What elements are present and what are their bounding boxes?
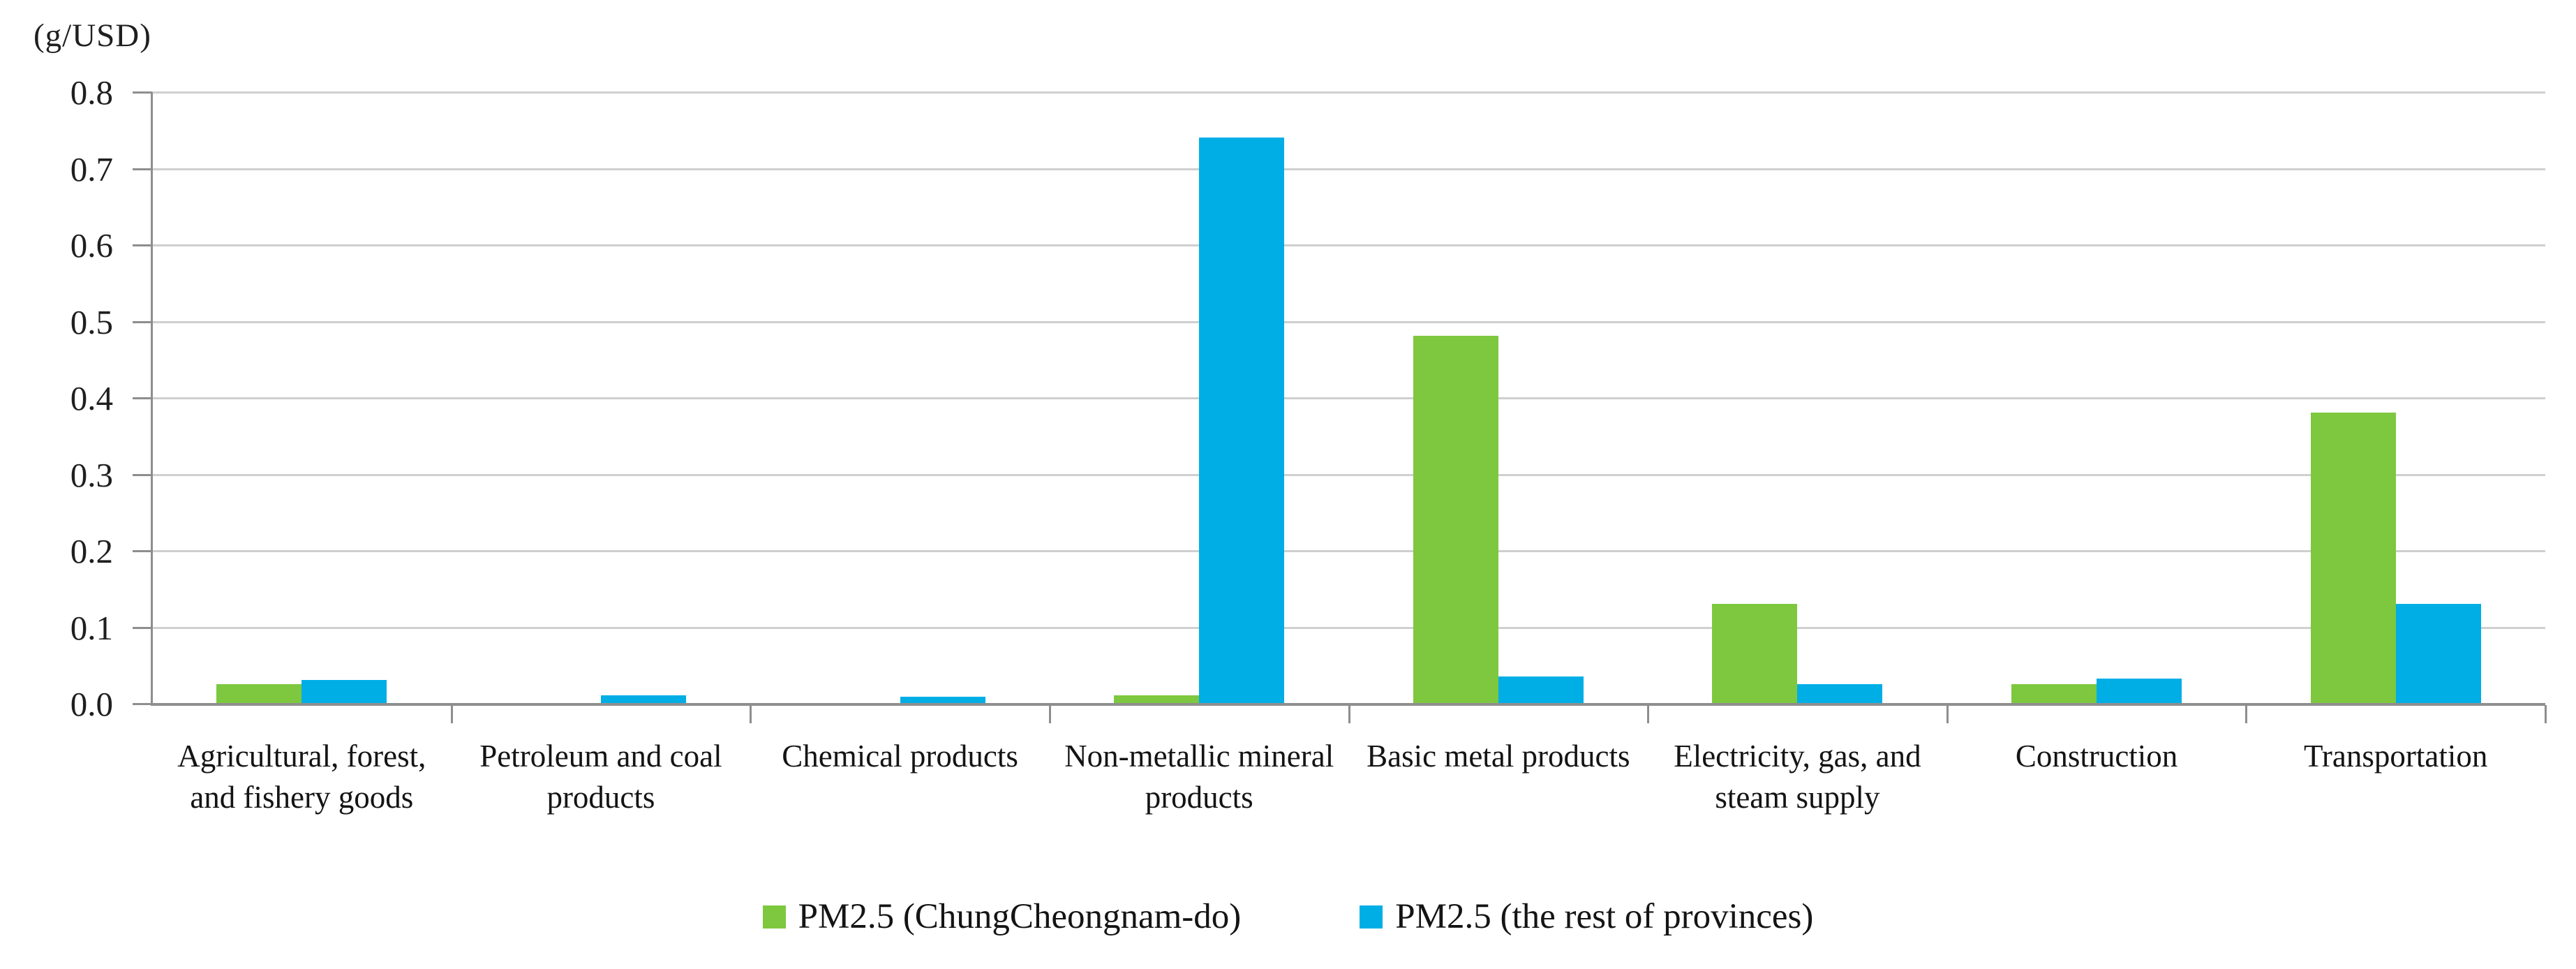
bar-group (2246, 92, 2545, 703)
y-axis-tick (133, 473, 152, 476)
legend-series-label: PM2.5 (ChungCheongnam-do) (798, 897, 1242, 936)
legend-item: PM2.5 (ChungCheongnam-do) (762, 896, 1242, 937)
bar-s1-c5 (1797, 683, 1883, 703)
gridline (152, 397, 2545, 399)
x-axis-category-label: Transportation (2304, 739, 2488, 774)
y-axis-tick (133, 244, 152, 246)
bar-group (1050, 92, 1349, 703)
gridline (152, 550, 2545, 552)
bar-s0-c5 (1712, 603, 1798, 703)
x-axis-category-label: Petroleum and coal products (479, 739, 722, 815)
bar-s0-c7 (2310, 412, 2396, 703)
bar-s1-c1 (600, 695, 686, 703)
legend: PM2.5 (ChungCheongnam-do) PM2.5 (the rest… (0, 896, 2576, 937)
y-axis-unit-label: (g/USD) (33, 17, 151, 54)
y-axis-tick (133, 397, 152, 399)
x-axis-category-label: Agricultural, forest, and fishery goods (177, 739, 426, 815)
x-axis-tick (1647, 705, 1650, 723)
y-axis-tick (133, 320, 152, 323)
bar-s1-c3 (1199, 137, 1285, 703)
legend-series-label: PM2.5 (the rest of provinces) (1395, 897, 1814, 936)
y-axis-tick-label: 0.2 (70, 532, 113, 570)
x-axis-tick (2245, 705, 2248, 723)
y-axis-line (151, 92, 153, 706)
bar-s1-c0 (301, 680, 387, 703)
bar-group (152, 92, 452, 703)
y-axis-tick-label: 0.8 (70, 73, 113, 112)
x-axis-category-label: Chemical products (782, 739, 1018, 774)
gridline (152, 626, 2545, 629)
x-axis-tick (1048, 705, 1051, 723)
bar-group (452, 92, 751, 703)
gridline (152, 320, 2545, 323)
x-axis-category-label: Electricity, gas, and steam supply (1674, 739, 1921, 815)
x-axis-category-label: Basic metal products (1367, 739, 1630, 774)
bar-s1-c2 (900, 697, 985, 703)
x-axis-category-label: Construction (2015, 739, 2178, 774)
bar-s0-c3 (1114, 695, 1200, 703)
y-axis-tick (133, 550, 152, 552)
legend-swatch-icon (1360, 905, 1383, 929)
bar-s1-c4 (1498, 676, 1584, 703)
y-axis-tick-label: 0.4 (70, 379, 113, 417)
x-axis-line (152, 703, 2545, 706)
bar-group (750, 92, 1050, 703)
x-axis-category-label: Non-metallic mineral products (1064, 739, 1334, 815)
bar-group (1349, 92, 1648, 703)
bar-s0-c0 (216, 683, 302, 703)
y-axis-tick-label: 0.6 (70, 226, 113, 265)
x-axis-tick (2545, 705, 2547, 723)
x-axis-tick (1946, 705, 1949, 723)
y-axis-tick-label: 0.5 (70, 302, 113, 341)
x-axis-tick (1348, 705, 1350, 723)
y-axis-tick (133, 168, 152, 170)
bar-group (1947, 92, 2247, 703)
legend-item: PM2.5 (the rest of provinces) (1360, 896, 1813, 937)
gridline (152, 91, 2545, 94)
y-axis-tick-label: 0.0 (70, 685, 113, 723)
bar-s1-c6 (2097, 678, 2182, 703)
gridline (152, 473, 2545, 476)
y-axis-tick-label: 0.7 (70, 149, 113, 188)
y-axis-tick (133, 91, 152, 94)
gridline (152, 244, 2545, 246)
bar-s0-c4 (1413, 336, 1498, 703)
y-axis-tick (133, 626, 152, 629)
legend-swatch-icon (762, 905, 786, 929)
y-axis-tick-label: 0.3 (70, 455, 113, 494)
gridline (152, 168, 2545, 170)
y-axis-tick-label: 0.1 (70, 608, 113, 647)
bar-group (1648, 92, 1947, 703)
bar-s1-c7 (2395, 603, 2481, 703)
y-axis-tick (133, 703, 152, 705)
bar-s0-c6 (2011, 683, 2097, 703)
x-axis-tick (750, 705, 752, 723)
x-axis-tick (450, 705, 453, 723)
